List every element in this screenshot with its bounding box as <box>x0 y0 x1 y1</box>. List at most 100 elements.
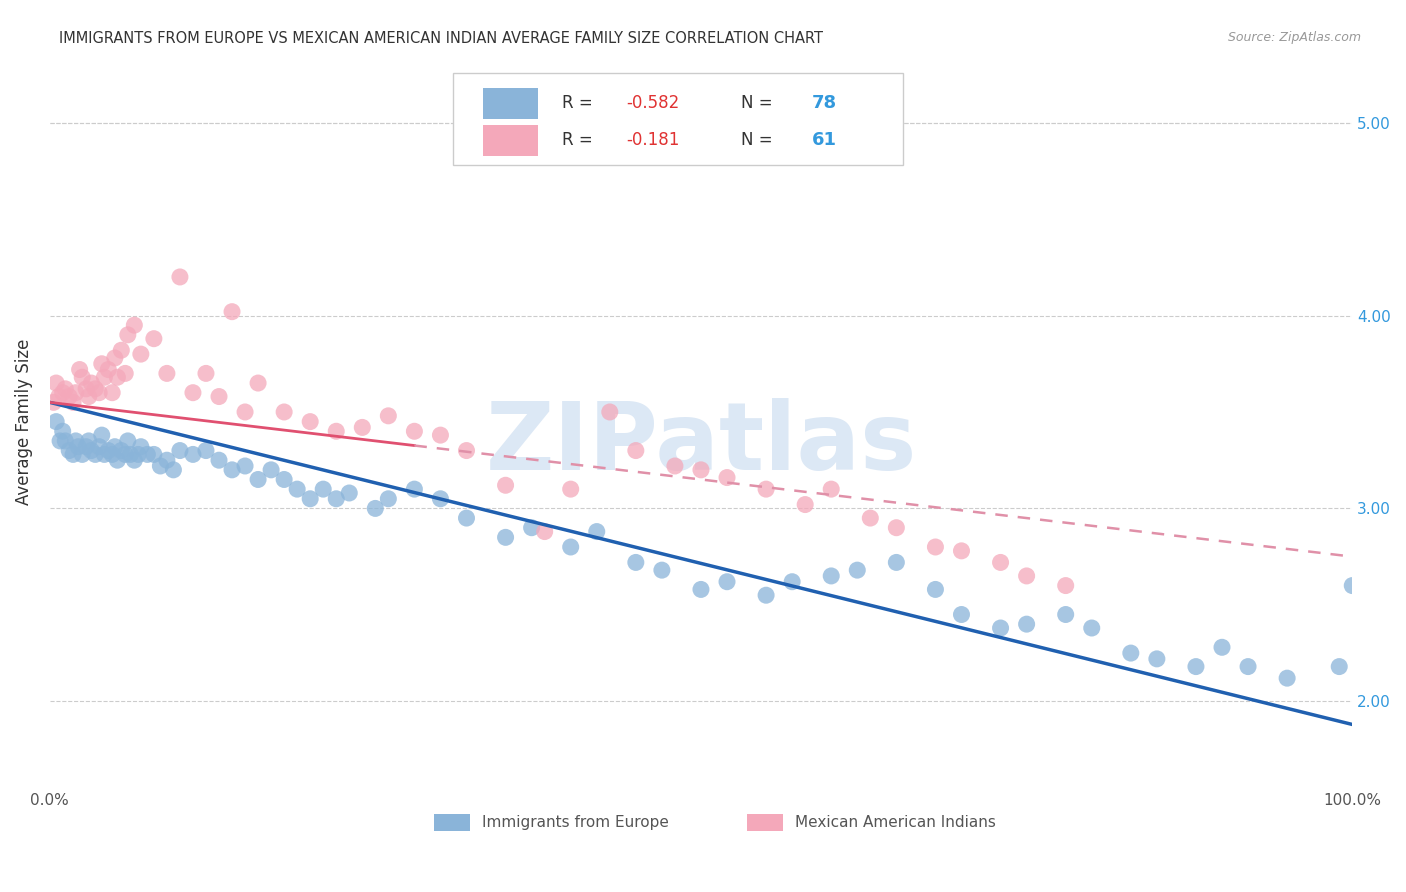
Point <box>110 343 132 358</box>
Text: Mexican American Indians: Mexican American Indians <box>794 815 995 830</box>
Point <box>990 556 1012 570</box>
Point <box>312 482 335 496</box>
Point <box>65 434 87 448</box>
Point <box>456 511 478 525</box>
Point <box>495 478 517 492</box>
Point <box>716 470 738 484</box>
Point <box>48 390 70 404</box>
Point <box>136 447 159 461</box>
Point <box>560 482 582 496</box>
Point <box>149 458 172 473</box>
Text: R =: R = <box>561 131 598 149</box>
Point <box>156 367 179 381</box>
Point <box>169 443 191 458</box>
Point <box>233 458 256 473</box>
Point <box>820 569 842 583</box>
Point <box>181 447 204 461</box>
Point <box>1119 646 1142 660</box>
Point <box>273 405 295 419</box>
Point <box>52 385 75 400</box>
Point <box>75 382 97 396</box>
Point <box>1341 578 1364 592</box>
Point <box>404 424 426 438</box>
Point <box>950 544 973 558</box>
Point <box>84 447 107 461</box>
Point <box>755 482 778 496</box>
Point <box>107 453 129 467</box>
Point <box>70 370 93 384</box>
Point <box>299 415 322 429</box>
Point <box>690 463 713 477</box>
Point <box>75 440 97 454</box>
Point <box>364 501 387 516</box>
Point <box>794 498 817 512</box>
FancyBboxPatch shape <box>454 73 903 165</box>
Point <box>208 390 231 404</box>
Point <box>117 434 139 448</box>
Y-axis label: Average Family Size: Average Family Size <box>15 338 32 505</box>
Point <box>624 443 647 458</box>
Point <box>89 385 111 400</box>
Point <box>69 362 91 376</box>
Point <box>456 443 478 458</box>
Point <box>1329 659 1351 673</box>
Point <box>93 370 115 384</box>
Point <box>1275 671 1298 685</box>
Point <box>97 443 120 458</box>
Point <box>299 491 322 506</box>
Point <box>1237 659 1260 673</box>
Point <box>52 424 75 438</box>
Point <box>194 367 217 381</box>
Point <box>1054 578 1077 592</box>
Text: ZIPatlas: ZIPatlas <box>485 398 917 490</box>
Point <box>664 458 686 473</box>
Point <box>260 463 283 477</box>
Point <box>716 574 738 589</box>
Point <box>337 486 360 500</box>
Point <box>67 440 90 454</box>
Point <box>325 491 347 506</box>
Point <box>127 447 149 461</box>
Point <box>755 588 778 602</box>
FancyBboxPatch shape <box>484 88 538 119</box>
Point <box>77 390 100 404</box>
Point <box>377 409 399 423</box>
Point <box>247 473 270 487</box>
Point <box>156 453 179 467</box>
Point <box>129 347 152 361</box>
Point <box>1080 621 1102 635</box>
FancyBboxPatch shape <box>434 814 471 830</box>
Point <box>107 370 129 384</box>
Point <box>114 447 136 461</box>
Point <box>325 424 347 438</box>
Point <box>101 385 124 400</box>
Point <box>560 540 582 554</box>
Point <box>1146 652 1168 666</box>
Point <box>221 304 243 318</box>
Point <box>859 511 882 525</box>
Point <box>1185 659 1208 673</box>
Point <box>124 453 146 467</box>
Point <box>520 521 543 535</box>
Point <box>142 447 165 461</box>
Point <box>97 362 120 376</box>
Point <box>90 357 112 371</box>
Point <box>45 376 67 390</box>
Point <box>62 395 84 409</box>
FancyBboxPatch shape <box>484 125 538 156</box>
Point <box>89 440 111 454</box>
Point <box>110 443 132 458</box>
Point <box>429 491 451 506</box>
Point <box>49 434 72 448</box>
Point <box>80 376 103 390</box>
Point <box>404 482 426 496</box>
Point <box>58 443 80 458</box>
Text: N =: N = <box>741 131 778 149</box>
Point <box>114 367 136 381</box>
Point <box>624 556 647 570</box>
Point <box>93 447 115 461</box>
Text: 61: 61 <box>811 131 837 149</box>
Point <box>886 521 908 535</box>
Point <box>124 318 146 333</box>
Point <box>352 420 374 434</box>
